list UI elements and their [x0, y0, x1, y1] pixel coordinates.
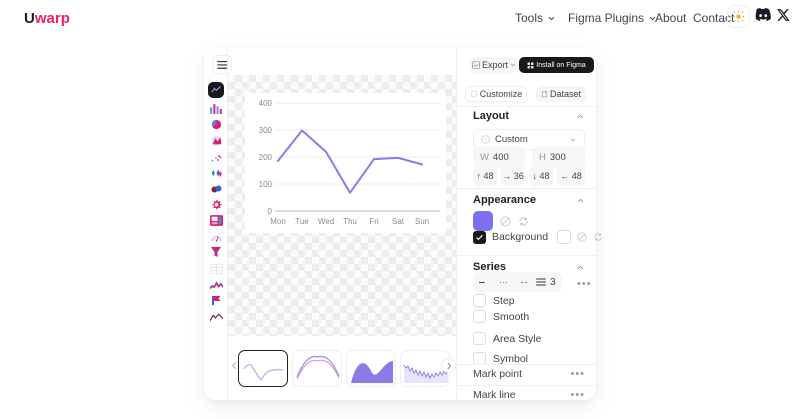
- svg-text:200: 200: [259, 153, 273, 162]
- svg-text:Sun: Sun: [415, 217, 429, 226]
- svg-text:0: 0: [268, 207, 273, 216]
- svg-text:Thu: Thu: [343, 217, 357, 226]
- svg-text:300: 300: [259, 126, 273, 135]
- svg-text:Sat: Sat: [392, 217, 405, 226]
- svg-text:400: 400: [259, 99, 273, 108]
- svg-text:100: 100: [259, 180, 273, 189]
- svg-text:Wed: Wed: [318, 217, 334, 226]
- svg-text:Mon: Mon: [270, 217, 286, 226]
- svg-text:Fri: Fri: [369, 217, 379, 226]
- svg-text:Tue: Tue: [295, 217, 309, 226]
